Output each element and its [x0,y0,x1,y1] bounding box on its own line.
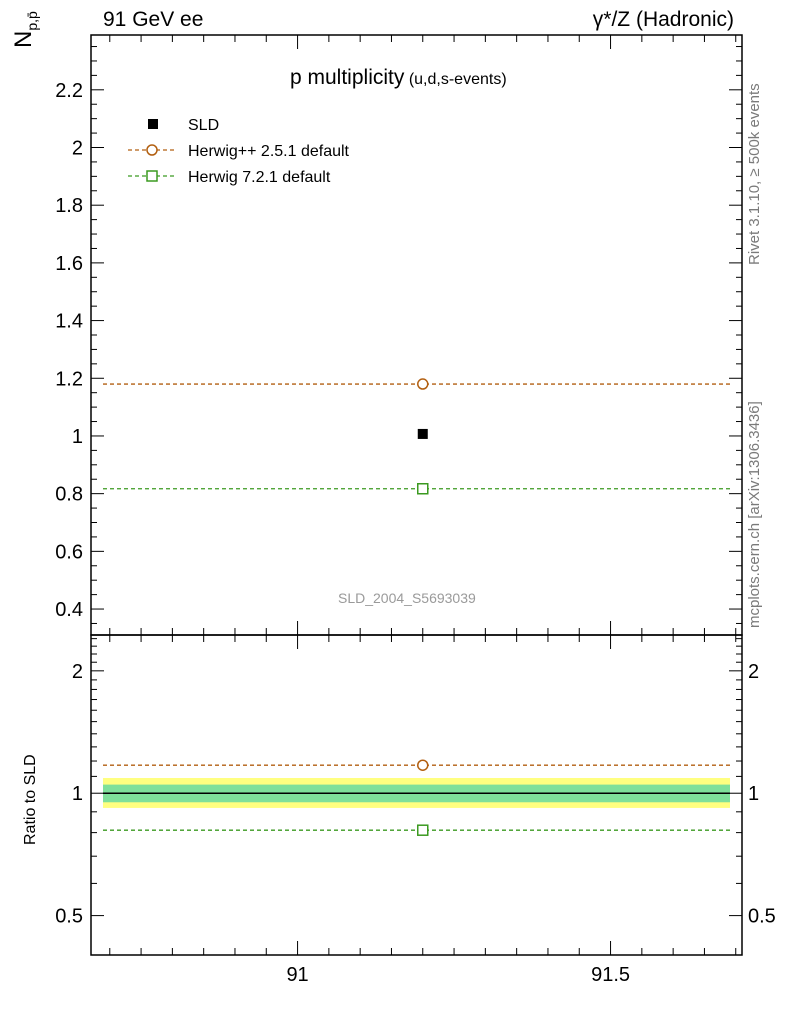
ratio-y-tick-label: 2 [72,661,83,683]
main-y-tick-label: 0.6 [55,541,83,563]
ratio-series-0-point [417,759,429,771]
legend: SLD Herwig++ 2.5.1 default Herwig 7.2.1 de… [128,117,350,186]
main-y-tick-label: 0.8 [55,484,83,506]
ratio-series-1-point [417,824,429,836]
main-panel-marks [103,378,730,495]
legend-marker [146,144,158,156]
main-series-1-point [417,378,429,390]
main-y-tick-label: 1.2 [55,368,83,390]
x-tick-label: 91 [286,964,308,986]
legend-marker [146,170,158,182]
chart-title-sub: (u,d,s-events) [408,71,507,88]
legend-label: Herwig++ 2.5.1 default [188,143,350,160]
header-right-label: γ*/Z (Hadronic) [592,8,734,31]
ratio-panel-frame [90,634,743,956]
ratio-y-axis-label: Ratio to SLD [22,754,39,845]
main-y-tick-label: 1.4 [55,311,83,333]
x-tick-label: 91.5 [591,964,630,986]
legend-label: Herwig 7.2.1 default [188,169,331,186]
main-series-0-point [417,428,428,439]
header-left-label: 91 GeV ee [103,8,204,31]
ratio-panel-marks [103,759,730,836]
main-y-tick-label: 2.2 [55,80,83,102]
rivet-version-note: Rivet 3.1.10, ≥ 500k events [746,83,763,265]
ratio-y-tick-label: 0.5 [55,906,83,928]
chart-title-main: p multiplicity [290,66,405,89]
main-series-2-point [417,483,429,495]
ratio-panel-axes: 91 91.5 0.5 0.5 1 1 2 2 [55,634,776,986]
mcplots-reference-note: mcplots.cern.ch [arXiv:1306.3436] [746,401,763,628]
main-panel-axes: 0.4 0.6 0.8 1 1.2 1.4 1.6 1.8 2 2.2 [55,34,743,636]
ratio-y-tick-label: 1 [72,783,83,805]
ratio-y-tick-label-right: 0.5 [748,906,776,928]
ratio-y-tick-label-right: 1 [748,783,759,805]
main-y-axis-label: Np,p̄ [10,11,40,48]
chart-title: p multiplicity (u,d,s-events) [290,66,507,90]
main-y-tick-label: 2 [72,138,83,160]
ratio-y-tick-label-right: 2 [748,661,759,683]
analysis-id-label: SLD_2004_S5693039 [338,590,476,606]
main-y-tick-label: 1.8 [55,195,83,217]
ratio-panel-band [103,778,730,808]
main-y-tick-label: 0.4 [55,599,83,621]
legend-marker-sld [148,119,158,129]
legend-label: SLD [188,117,219,134]
main-y-tick-label: 1 [72,426,83,448]
main-y-tick-label: 1.6 [55,253,83,275]
